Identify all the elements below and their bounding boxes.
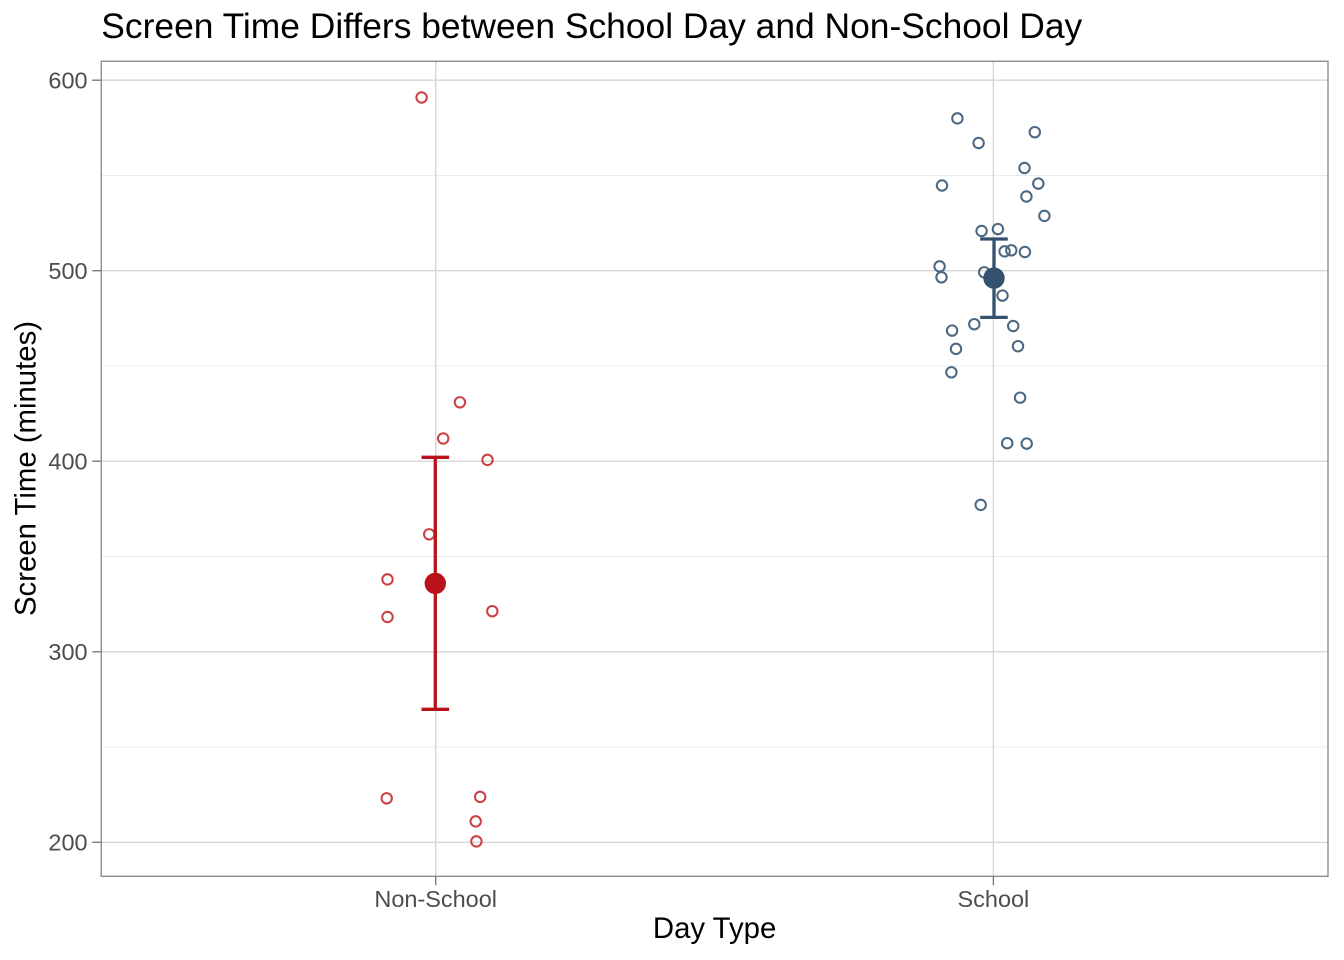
svg-text:Screen Time Differs between Sc: Screen Time Differs between School Day a… [101, 6, 1082, 46]
svg-text:500: 500 [48, 258, 87, 284]
svg-text:Non-School: Non-School [374, 886, 497, 912]
svg-text:300: 300 [48, 639, 87, 665]
svg-text:200: 200 [48, 830, 87, 856]
svg-text:600: 600 [48, 68, 87, 94]
svg-text:School: School [958, 886, 1030, 912]
svg-text:400: 400 [48, 449, 87, 475]
svg-text:Screen Time (minutes): Screen Time (minutes) [10, 321, 43, 616]
svg-text:Day Type: Day Type [653, 912, 776, 945]
